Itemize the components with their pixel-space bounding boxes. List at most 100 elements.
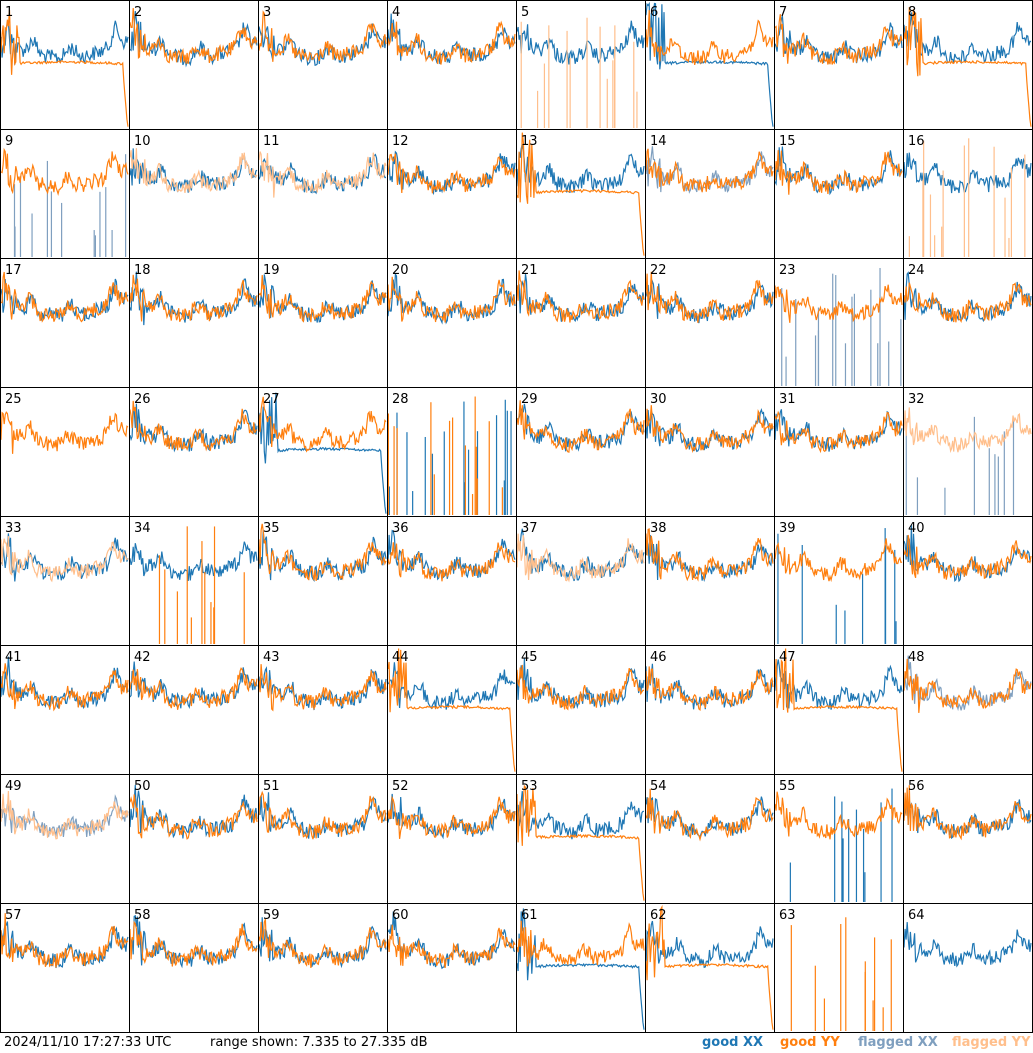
panel-30-xx-trace — [645, 407, 774, 453]
panel-25: 25 — [0, 392, 129, 454]
panel-29-yy-trace — [516, 400, 645, 453]
panel-10-yy-trace — [129, 148, 258, 194]
panel-58-yy-trace — [129, 920, 258, 967]
panel-24-yy-trace — [903, 282, 1032, 324]
panel-47-xx-trace — [774, 659, 903, 710]
panel-30-yy-trace — [645, 405, 774, 454]
panel-12-yy-trace — [387, 153, 516, 194]
panel-label: 25 — [5, 392, 22, 407]
panel-32: 32 — [903, 392, 1032, 515]
panel-23-yy-trace — [774, 284, 903, 323]
panel-17-yy-trace — [0, 271, 129, 323]
panel-label: 8 — [908, 5, 916, 20]
panel-9: 9 — [0, 134, 129, 257]
panel-52-xx-trace — [387, 793, 516, 840]
panel-13-yy-trace — [516, 132, 645, 256]
panel-64: 64 — [903, 908, 1032, 968]
panel-32-yy-trace — [903, 407, 1032, 454]
panel-label: 21 — [521, 263, 538, 278]
panel-23: 23 — [774, 263, 903, 386]
panel-59-yy-trace — [258, 918, 387, 968]
panel-30: 30 — [645, 392, 774, 454]
panel-43: 43 — [258, 650, 387, 712]
panel-20-xx-trace — [387, 272, 516, 325]
panel-51-xx-trace — [259, 792, 387, 839]
panel-46-yy-trace — [645, 666, 774, 711]
panel-label: 17 — [5, 263, 22, 278]
panel-36-xx-trace — [387, 529, 516, 581]
panel-label: 63 — [779, 908, 796, 923]
panel-61-yy-trace — [516, 920, 645, 967]
panel-label: 59 — [263, 908, 280, 923]
panel-49: 49 — [0, 779, 129, 840]
panel-28: 28 — [387, 392, 512, 515]
panel-1: 1 — [0, 5, 129, 127]
panel-61-xx-trace — [516, 908, 645, 1030]
panel-62-xx-trace — [645, 920, 774, 969]
panel-51: 51 — [258, 779, 387, 840]
panel-33-xx-trace — [0, 533, 129, 582]
panel-63: 63 — [779, 908, 892, 1031]
panel-15: 15 — [774, 134, 903, 196]
panel-label: 10 — [134, 134, 151, 149]
panel-7: 7 — [774, 5, 903, 65]
panel-40: 40 — [903, 521, 1032, 583]
panel-46: 46 — [645, 650, 774, 711]
panel-20-yy-trace — [387, 276, 516, 323]
panel-40-yy-trace — [903, 534, 1032, 580]
panel-label: 54 — [650, 779, 667, 794]
panel-60-yy-trace — [387, 924, 516, 968]
panel-2: 2 — [129, 5, 258, 68]
panel-27: 27 — [258, 392, 387, 514]
panel-19: 19 — [258, 263, 387, 323]
panel-35-yy-trace — [258, 523, 387, 581]
panel-27-yy-trace — [258, 396, 387, 453]
panel-21-yy-trace — [516, 270, 645, 323]
panel-36-yy-trace — [387, 542, 516, 582]
panel-label: 5 — [521, 5, 529, 20]
range-label: range shown: 7.335 to 27.335 dB — [210, 1035, 428, 1050]
panel-17-xx-trace — [0, 278, 129, 322]
panel-label: 43 — [263, 650, 280, 665]
panel-label: 47 — [779, 650, 796, 665]
panel-label: 9 — [5, 134, 13, 149]
panel-label: 37 — [521, 521, 538, 536]
panel-label: 33 — [5, 521, 22, 536]
legend-flagged-yy: flagged YY — [952, 1035, 1031, 1050]
panel-19-yy-trace — [258, 275, 387, 323]
panel-48-yy-trace — [903, 658, 1032, 713]
panel-7-yy-trace — [774, 14, 903, 65]
panel-53-xx-trace — [516, 791, 645, 840]
panel-11-yy-trace — [258, 151, 387, 198]
footer: 2024/11/10 17:27:33 UTC range shown: 7.3… — [0, 1033, 1033, 1053]
panel-label: 46 — [650, 650, 667, 665]
panel-17: 17 — [0, 263, 129, 323]
panel-33-yy-trace — [0, 536, 129, 583]
panel-31-yy-trace — [774, 410, 903, 454]
panel-50: 50 — [129, 779, 258, 840]
panel-label: 64 — [908, 908, 925, 923]
panel-label: 60 — [392, 908, 409, 923]
panel-52: 52 — [387, 779, 516, 840]
panel-14-xx-trace — [645, 146, 774, 194]
panel-62-yy-trace — [645, 904, 774, 1030]
legend-flagged-xx: flagged XX — [858, 1035, 938, 1050]
panel-7-xx-trace — [774, 15, 903, 65]
panel-label: 1 — [5, 5, 13, 20]
panel-label: 39 — [779, 521, 796, 536]
panel-label: 28 — [392, 392, 409, 407]
panel-18-yy-trace — [129, 274, 258, 322]
panel-33: 33 — [0, 521, 129, 583]
panel-21: 21 — [516, 263, 645, 323]
panel-15-yy-trace — [774, 150, 903, 195]
panel-26-yy-trace — [129, 400, 258, 452]
panel-label: 6 — [650, 5, 658, 20]
panel-47-yy-trace — [774, 648, 903, 772]
panel-59: 59 — [258, 908, 387, 969]
panel-29: 29 — [516, 392, 645, 453]
panel-31: 31 — [774, 392, 903, 454]
panel-56: 56 — [903, 779, 1032, 841]
panel-label: 14 — [650, 134, 667, 149]
panel-62: 62 — [645, 904, 774, 1030]
panel-label: 45 — [521, 650, 538, 665]
